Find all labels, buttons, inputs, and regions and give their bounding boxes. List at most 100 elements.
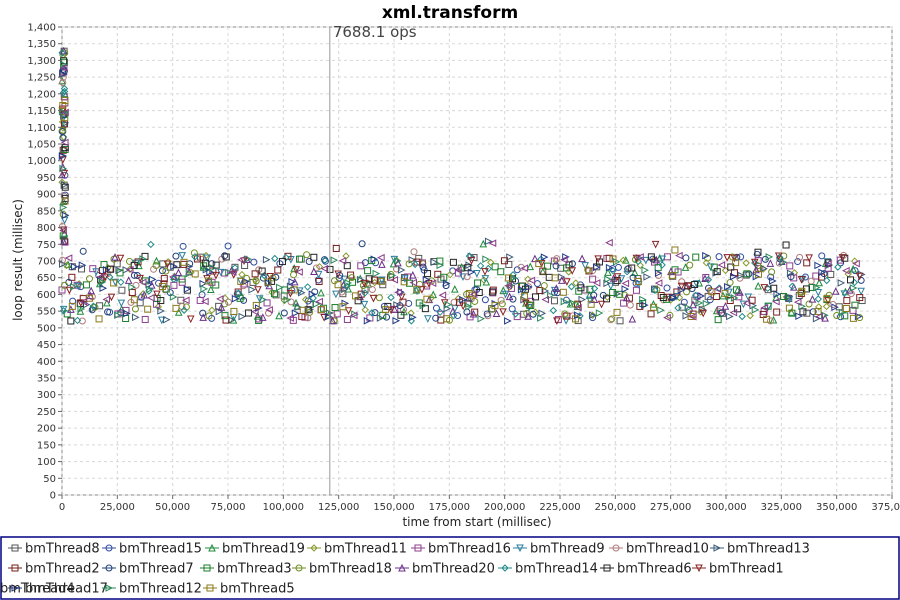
data-point <box>721 289 729 297</box>
data-point <box>597 300 606 309</box>
data-point <box>60 138 69 147</box>
data-point <box>251 270 259 278</box>
data-point <box>603 295 611 303</box>
data-point <box>231 294 240 303</box>
data-point <box>157 297 165 305</box>
data-point <box>291 309 300 318</box>
data-point <box>852 259 860 268</box>
data-point <box>148 275 157 284</box>
legend-label: bmThread16 <box>428 542 511 557</box>
data-point <box>265 281 274 290</box>
data-point <box>168 273 177 281</box>
data-point <box>814 295 822 303</box>
data-point <box>796 253 804 261</box>
data-point <box>271 254 279 263</box>
data-point <box>499 308 507 317</box>
y-tick-label: 1,300 <box>27 56 56 67</box>
data-point <box>339 290 347 298</box>
data-point <box>636 253 644 261</box>
data-point <box>292 266 301 274</box>
data-point <box>182 296 190 305</box>
data-point <box>760 284 769 292</box>
data-point <box>61 108 69 117</box>
data-point <box>812 314 821 323</box>
data-point <box>290 277 299 286</box>
data-point <box>484 237 493 246</box>
legend-label: bmThread5 <box>220 582 295 597</box>
data-point <box>647 253 655 261</box>
data-point <box>491 302 499 310</box>
data-point <box>613 277 621 285</box>
data-point <box>125 265 134 274</box>
data-point <box>752 272 761 281</box>
data-point <box>698 305 707 314</box>
data-point <box>65 286 74 295</box>
data-point <box>837 259 845 267</box>
data-point <box>498 300 506 308</box>
data-point <box>290 264 298 272</box>
y-tick-label: 1,000 <box>27 156 56 167</box>
data-point <box>228 268 237 277</box>
data-point <box>607 316 615 324</box>
data-point <box>250 258 258 266</box>
data-point <box>468 291 476 299</box>
data-point <box>576 312 584 320</box>
data-point <box>118 286 126 294</box>
y-tick-label: 1,100 <box>27 123 56 134</box>
data-point <box>649 255 657 263</box>
data-point <box>589 275 597 283</box>
data-point <box>838 308 847 317</box>
data-point <box>60 60 68 69</box>
data-point <box>675 293 684 302</box>
data-point <box>172 252 180 260</box>
legend-marker <box>11 544 19 552</box>
data-point <box>317 306 325 314</box>
data-point <box>857 276 865 284</box>
data-point <box>586 296 594 305</box>
data-point <box>797 276 806 284</box>
data-point <box>562 317 570 325</box>
data-point <box>397 266 406 274</box>
data-point <box>730 294 739 302</box>
data-point <box>684 282 693 291</box>
series-bmThread15 <box>59 127 859 322</box>
data-point <box>798 287 806 295</box>
data-point <box>549 306 558 315</box>
legend-item-bmThread3: bmThread3 <box>200 562 292 577</box>
data-point <box>122 306 130 314</box>
data-point <box>653 286 661 294</box>
data-point <box>628 314 637 323</box>
data-point <box>376 314 385 322</box>
legend-marker <box>206 584 214 592</box>
data-point <box>517 285 526 294</box>
legend-item-bmThread12: bmThread12 <box>102 582 202 597</box>
data-point <box>578 295 587 304</box>
data-point <box>294 303 303 312</box>
data-point <box>725 293 734 301</box>
data-point <box>628 264 636 272</box>
data-point <box>768 268 776 276</box>
data-point <box>823 260 832 268</box>
data-point <box>344 307 353 315</box>
data-point <box>477 314 486 323</box>
data-point <box>212 281 220 289</box>
data-point <box>351 310 359 319</box>
series-bmThread7 <box>58 65 865 322</box>
data-point <box>295 268 303 276</box>
y-tick-label: 900 <box>37 190 56 201</box>
data-point <box>334 281 342 289</box>
data-point <box>418 286 426 294</box>
y-tick-label: 600 <box>37 290 56 301</box>
data-point <box>539 267 547 276</box>
data-point <box>86 294 94 302</box>
data-point <box>713 268 721 276</box>
legend-item-bmThread20: bmThread20 <box>395 562 495 577</box>
data-point <box>130 296 138 304</box>
data-point <box>568 299 577 307</box>
data-point <box>153 290 161 299</box>
data-point <box>632 254 641 263</box>
axes: 0 50 100 150 200 250 300 350 400 450 500 550 600 650 7… <box>27 23 900 514</box>
data-point <box>361 286 369 294</box>
data-point <box>392 316 401 325</box>
data-point <box>297 288 306 297</box>
